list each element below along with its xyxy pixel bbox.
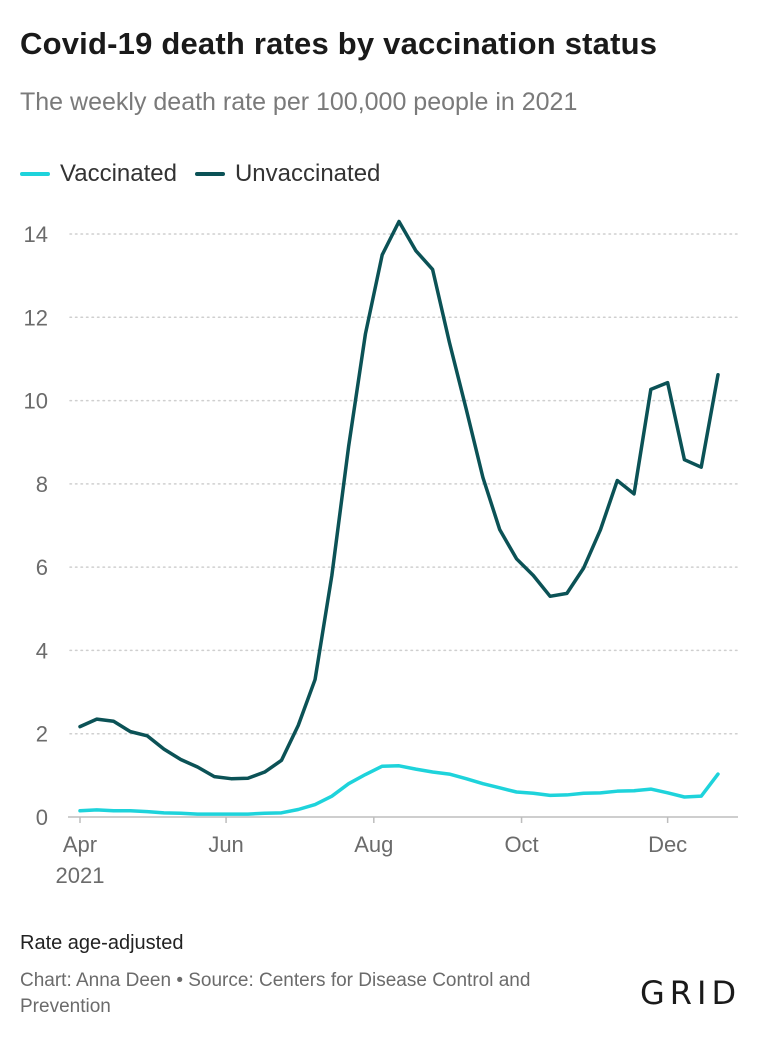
legend-item-vaccinated: Vaccinated bbox=[20, 160, 177, 188]
x-tick-label-oct: Oct bbox=[504, 832, 538, 857]
y-tick-label-10: 10 bbox=[24, 389, 48, 414]
legend-label-vaccinated: Vaccinated bbox=[60, 160, 177, 187]
footnote: Rate age-adjusted bbox=[20, 932, 184, 954]
y-tick-label-2: 2 bbox=[36, 722, 48, 747]
series-line-unvaccinated bbox=[78, 219, 720, 781]
legend-swatch-unvaccinated bbox=[194, 172, 225, 176]
y-tick-label-12: 12 bbox=[24, 305, 48, 330]
source-credit: Chart: Anna Deen • Source: Centers for D… bbox=[20, 970, 531, 1017]
x-tick-label-dec: Dec bbox=[648, 832, 687, 857]
y-tick-label-6: 6 bbox=[36, 555, 48, 580]
series-line-vaccinated bbox=[78, 764, 720, 816]
legend-label-unvaccinated: Unvaccinated bbox=[234, 160, 381, 187]
chart-legend: Vaccinated Unvaccinated bbox=[20, 160, 398, 188]
y-tick-label-8: 8 bbox=[36, 472, 48, 497]
y-tick-label-4: 4 bbox=[36, 638, 48, 663]
x-tick-label-apr: Apr bbox=[63, 832, 97, 857]
chart-subtitle: The weekly death rate per 100,000 people… bbox=[20, 88, 578, 116]
legend-swatch-vaccinated bbox=[20, 172, 50, 176]
y-tick-label-0: 0 bbox=[36, 805, 48, 830]
line-chart: 0 2 4 6 8 10 12 14 Apr 2021 Jun Aug Oct Dec bbox=[24, 219, 739, 888]
legend-item-unvaccinated: Unvaccinated bbox=[194, 160, 381, 188]
y-tick-label-14: 14 bbox=[24, 222, 48, 247]
x-tick-label-jun: Jun bbox=[208, 832, 243, 857]
brand-logo: GRID bbox=[640, 974, 742, 1012]
chart-title: Covid-19 death rates by vaccination stat… bbox=[20, 26, 658, 61]
x-tick-label-aug: Aug bbox=[354, 832, 393, 857]
x-tick-sublabel-apr: 2021 bbox=[56, 863, 105, 888]
